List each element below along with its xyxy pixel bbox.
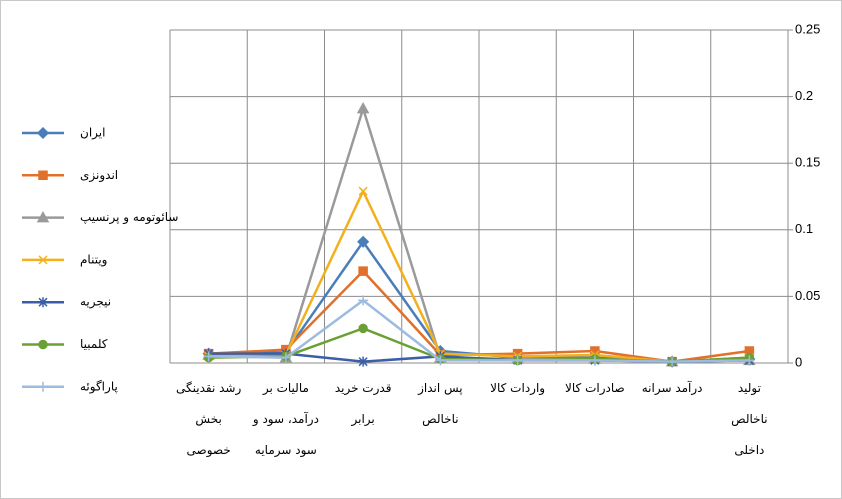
y-tick-label: 0.2 (795, 88, 813, 103)
legend-label: ویتنام (80, 252, 107, 267)
data-point (744, 346, 755, 356)
x-tick-label: رشد نقدینگی بخش خصوصی (176, 381, 241, 458)
x-tick-label: درآمد سرانه (642, 380, 703, 396)
data-point (357, 235, 370, 248)
legend-marker (36, 211, 50, 223)
x-tick-label: پس انداز ناخالص (417, 381, 463, 427)
data-point (358, 186, 368, 196)
y-tick-label: 0.25 (795, 21, 820, 36)
data-point (667, 356, 678, 367)
legend-label: پاراگوئه (80, 379, 118, 394)
y-tick-label: 0.05 (795, 288, 820, 303)
y-tick-label: 0.15 (795, 155, 820, 170)
x-tick-label: واردات کالا (490, 381, 545, 396)
data-point (358, 356, 368, 367)
data-point (358, 266, 368, 276)
data-point (744, 355, 755, 366)
data-point (280, 352, 291, 363)
legend-label: نیجریه (80, 295, 111, 310)
data-point (356, 102, 370, 114)
legend-marker (38, 339, 48, 350)
x-tick-label: تولید ناخالص داخلی (731, 381, 767, 457)
legend-marker (38, 255, 48, 265)
legend-marker (36, 126, 50, 140)
x-tick-label: مالیات بر درآمد، سود و سود سرمایه (252, 381, 319, 458)
data-point (358, 323, 368, 334)
legend-label: سائوتومه و پرنسیپ (80, 210, 178, 225)
data-point (589, 355, 600, 366)
legend-label: کلمبیا (80, 337, 108, 351)
data-point (358, 295, 369, 306)
data-point (203, 351, 214, 362)
legend-label: ایران (80, 126, 105, 141)
legend-marker (38, 297, 48, 308)
data-point (435, 355, 446, 366)
y-tick-label: 0.1 (795, 221, 813, 236)
x-tick-label: قدرت خرید برابر (335, 381, 392, 427)
x-tick-label: صادرات کالا (565, 381, 625, 396)
y-tick-label: 0 (795, 354, 802, 369)
legend-marker (38, 381, 48, 392)
legend-marker (38, 170, 48, 181)
series-line (208, 299, 750, 363)
data-point (512, 355, 523, 366)
legend-label: اندونزی (80, 168, 118, 183)
